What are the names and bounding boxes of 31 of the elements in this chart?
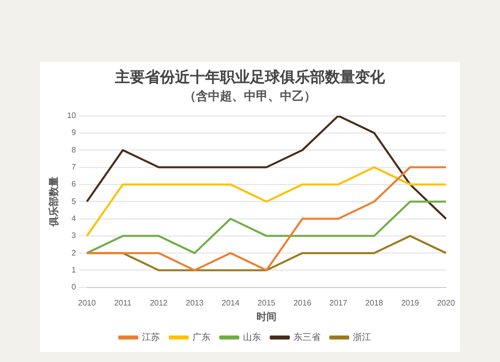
y-axis-title: 俱乐部数量 [48,176,60,228]
x-tick-label: 2010 [78,298,96,308]
x-tick-label: 2011 [114,298,132,308]
y-tick-label: 9 [71,128,76,138]
x-tick-label: 2018 [365,298,384,308]
y-tick-label: 8 [71,145,76,154]
x-tick-label: 2013 [186,298,204,308]
y-tick-label: 10 [66,111,76,120]
chart-subtitle: （含中超、中甲、中乙） [183,88,317,105]
x-tick-label: 2017 [329,298,348,308]
legend-label: 东三省 [293,332,320,343]
x-tick-label: 2014 [222,298,240,308]
x-tick-label: 2020 [437,298,456,308]
x-tick-label: 2019 [401,298,420,308]
chart-title: 主要省份近十年职业足球俱乐部数量变化 [114,68,386,87]
y-tick-label: 1 [71,265,76,274]
y-tick-label: 5 [71,196,76,206]
x-tick-label: 2012 [150,298,168,308]
legend-label: 江苏 [142,332,160,343]
x-tick-label: 2016 [293,298,312,308]
y-tick-label: 2 [71,248,76,258]
x-tick-label: 2015 [258,298,276,308]
legend-label: 广东 [192,332,210,343]
x-axis-title: 时间 [256,310,276,323]
y-tick-label: 3 [71,231,76,240]
legend-label: 山东 [242,332,261,343]
legend-label: 浙江 [352,332,371,343]
y-tick-label: 4 [71,214,76,223]
y-tick-label: 0 [71,282,76,292]
y-tick-label: 6 [71,180,76,189]
y-tick-label: 7 [71,162,76,172]
